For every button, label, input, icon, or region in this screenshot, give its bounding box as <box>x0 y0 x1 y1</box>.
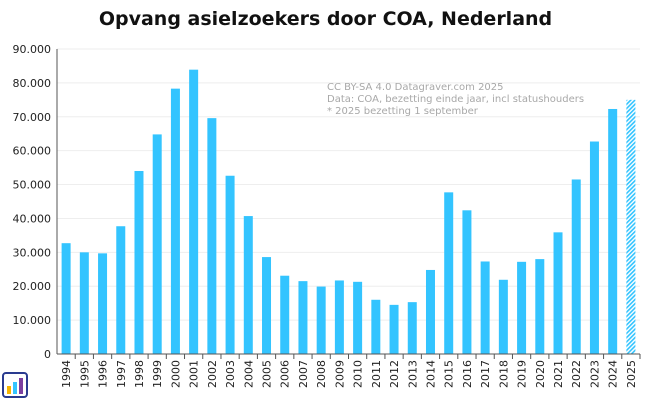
x-tick-label: 1995 <box>78 360 91 388</box>
bar-2005 <box>262 257 272 354</box>
bar-1994 <box>61 243 71 354</box>
bar-2024 <box>608 108 618 354</box>
bar-2001 <box>189 69 199 354</box>
x-tick-label: 2016 <box>461 360 474 388</box>
bar-1996 <box>98 253 108 354</box>
x-tick-label: 2023 <box>588 360 601 388</box>
x-tick-label: 2015 <box>443 360 456 388</box>
bar-2013 <box>407 302 417 354</box>
bar-2015 <box>444 192 454 354</box>
bar-2022 <box>571 179 581 354</box>
bar-2010 <box>353 281 363 354</box>
x-tick-label: 2000 <box>169 360 182 388</box>
y-tick-label: 60.000 <box>13 145 52 158</box>
x-tick-label: 1994 <box>60 360 73 388</box>
bar-2004 <box>243 216 253 354</box>
x-tick-label: 2013 <box>406 360 419 388</box>
bar-1998 <box>134 171 144 354</box>
x-tick-label: 2011 <box>370 360 383 388</box>
y-tick-label: 90.000 <box>13 43 52 56</box>
y-tick-label: 40.000 <box>13 212 52 225</box>
bar-2002 <box>207 118 217 354</box>
x-tick-label: 2024 <box>607 360 620 388</box>
x-tick-label: 2017 <box>479 360 492 388</box>
bar-2011 <box>371 299 381 354</box>
x-tick-label: 2007 <box>297 360 310 388</box>
bar-2009 <box>334 280 344 354</box>
x-tick-label: 2012 <box>388 360 401 388</box>
x-tick-label: 2005 <box>261 360 274 388</box>
bar-1995 <box>79 252 89 354</box>
bar-2025 <box>626 99 636 354</box>
bar-2023 <box>589 141 599 354</box>
bar-2012 <box>389 304 399 354</box>
bar-2000 <box>170 88 180 355</box>
y-tick-label: 30.000 <box>13 246 52 259</box>
x-tick-label: 1997 <box>115 360 128 388</box>
x-tick-label: 2003 <box>224 360 237 388</box>
bar-2008 <box>316 286 326 354</box>
x-tick-label: 2001 <box>188 360 201 388</box>
y-tick-label: 10.000 <box>13 314 52 327</box>
x-tick-label: 2018 <box>497 360 510 388</box>
x-tick-label: 2004 <box>242 360 255 388</box>
bar-2017 <box>480 261 490 354</box>
y-tick-label: 80.000 <box>13 77 52 90</box>
x-tick-label: 2002 <box>206 360 219 388</box>
chart-title: Opvang asielzoekers door COA, Nederland <box>98 8 553 30</box>
bar-1997 <box>116 226 126 354</box>
y-tick-label: 50.000 <box>13 179 52 192</box>
bar-2014 <box>425 269 435 354</box>
bar-2021 <box>553 232 563 354</box>
x-tick-label: 2008 <box>315 360 328 388</box>
bar-2007 <box>298 281 308 354</box>
x-tick-label: 2006 <box>279 360 292 388</box>
bar-2003 <box>225 175 235 354</box>
x-tick-label: 2025 <box>625 360 638 388</box>
license-note: CC BY-SA 4.0 Datagraver.com 2025 <box>327 82 504 93</box>
source-note: Data: COA, bezetting einde jaar, incl st… <box>327 94 585 105</box>
datagraver-logo-icon <box>2 372 28 398</box>
bar-2018 <box>498 279 508 354</box>
footnote: * 2025 bezetting 1 september <box>327 106 478 117</box>
y-tick-label: 20.000 <box>13 280 52 293</box>
bar-2020 <box>535 259 545 354</box>
x-tick-label: 1999 <box>151 360 164 388</box>
bar-2006 <box>280 275 290 354</box>
bar-2016 <box>462 210 472 354</box>
y-tick-label: 0 <box>44 348 51 361</box>
y-tick-label: 70.000 <box>13 111 52 124</box>
x-tick-label: 1998 <box>133 360 146 388</box>
bar-1999 <box>152 134 162 354</box>
x-tick-label: 2019 <box>516 360 529 388</box>
x-tick-label: 2010 <box>352 360 365 388</box>
x-tick-label: 2021 <box>552 360 565 388</box>
x-tick-label: 1996 <box>97 360 110 388</box>
bar-2019 <box>517 261 527 354</box>
x-tick-label: 2009 <box>333 360 346 388</box>
x-tick-label: 2022 <box>570 360 583 388</box>
x-tick-label: 2014 <box>424 360 437 388</box>
x-tick-label: 2020 <box>534 360 547 388</box>
